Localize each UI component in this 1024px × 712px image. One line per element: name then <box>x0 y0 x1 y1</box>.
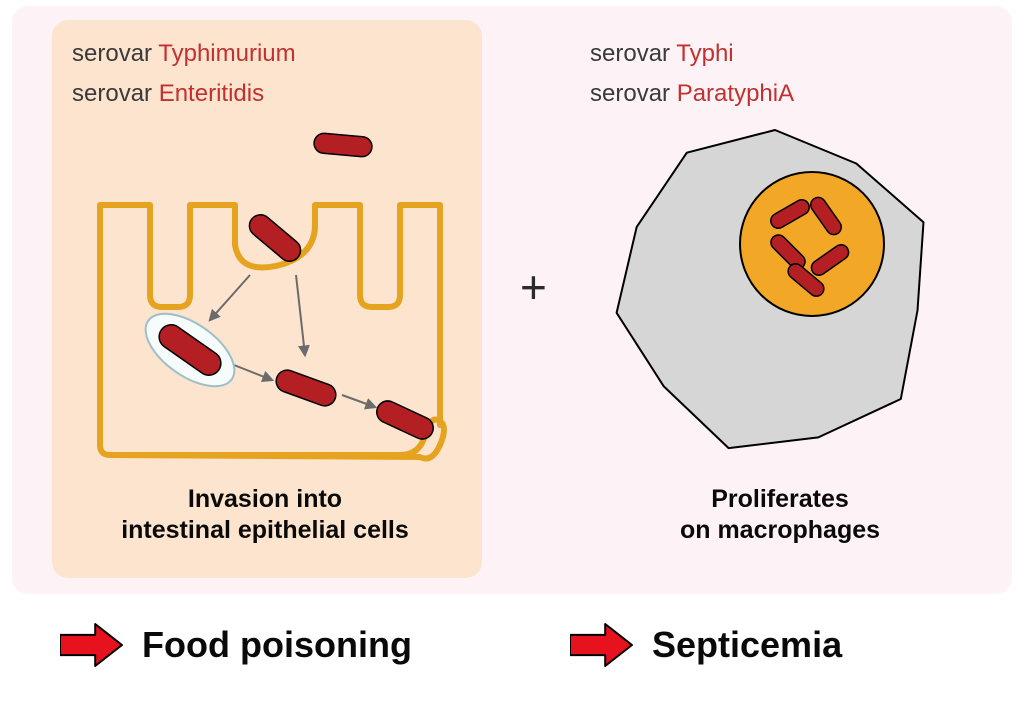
outcome-label: Food poisoning <box>142 624 412 666</box>
macrophage-diagram <box>590 120 960 470</box>
caption-line: on macrophages <box>680 516 880 544</box>
plus-sign: + <box>520 260 547 314</box>
arrow-right-icon <box>570 622 634 668</box>
left-caption: Invasion into intestinal epithelial cell… <box>80 484 450 547</box>
left-serovar-2: serovar Enteritidis <box>72 80 264 108</box>
epithelial-cell-diagram <box>80 125 450 475</box>
serovar-prefix: serovar <box>72 80 159 107</box>
serovar-name: Enteritidis <box>159 80 264 107</box>
caption-line: Invasion into <box>188 485 342 513</box>
outcome-label: Septicemia <box>652 624 842 666</box>
outcome-food-poisoning: Food poisoning <box>60 622 412 668</box>
right-serovar-2: serovar ParatyphiA <box>590 80 794 108</box>
serovar-name: ParatyphiA <box>677 80 794 107</box>
serovar-prefix: serovar <box>590 40 676 67</box>
serovar-prefix: serovar <box>590 80 677 107</box>
serovar-name: Typhimurium <box>158 40 295 67</box>
caption-line: intestinal epithelial cells <box>121 516 409 544</box>
left-serovar-1: serovar Typhimurium <box>72 40 296 68</box>
right-serovar-1: serovar Typhi <box>590 40 734 68</box>
serovar-prefix: serovar <box>72 40 158 67</box>
outcome-septicemia: Septicemia <box>570 622 842 668</box>
caption-line: Proliferates <box>711 485 849 513</box>
serovar-name: Typhi <box>676 40 733 67</box>
right-caption: Proliferates on macrophages <box>600 484 960 547</box>
arrow-right-icon <box>60 622 124 668</box>
